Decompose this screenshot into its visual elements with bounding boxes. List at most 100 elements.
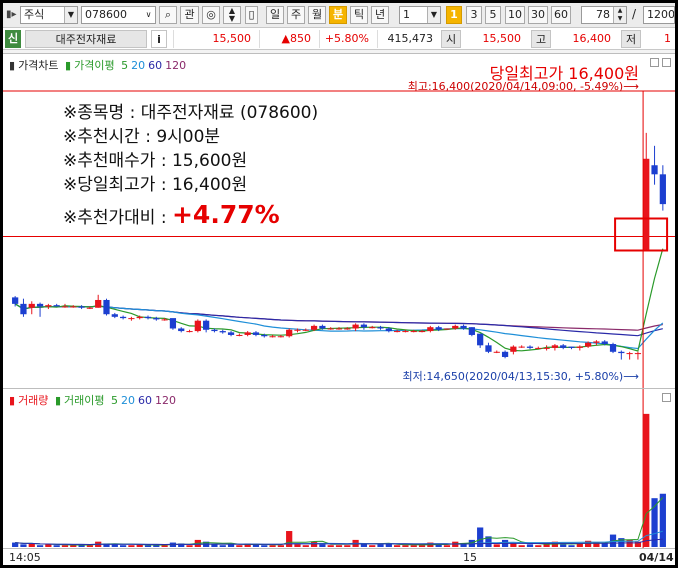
period-tab-day[interactable]: 일: [266, 6, 284, 24]
volume-bar: [327, 545, 334, 547]
stock-name[interactable]: 대주전자재료: [25, 30, 147, 48]
candle-body: [585, 342, 592, 347]
bar-count-input[interactable]: 78 ▲ ▼: [581, 6, 627, 24]
candle-body: [601, 341, 608, 345]
period-tab-minute[interactable]: 분: [329, 6, 347, 24]
chevron-down-icon[interactable]: ▼: [427, 7, 440, 23]
volume-bar: [477, 527, 484, 547]
interval-label: 10: [508, 8, 522, 21]
volume-bar: [153, 545, 160, 547]
candle-body: [385, 328, 392, 332]
legend-marker: ▮: [9, 59, 16, 72]
total-bars-input[interactable]: 1200: [643, 6, 675, 24]
pane-close-icon[interactable]: [662, 393, 671, 402]
price-change: ▲850: [259, 30, 317, 48]
volume-bar: [319, 544, 326, 547]
volume-chart-pane[interactable]: ▮ 거래량 ▮ 거래이평 5 20 60 120: [3, 388, 675, 548]
candle-body: [53, 305, 60, 307]
volume-bar: [20, 544, 27, 547]
interval-button-5[interactable]: 5: [485, 6, 501, 24]
search-button[interactable]: ⌕: [159, 6, 177, 24]
circle-arrows-button[interactable]: ◎: [202, 6, 220, 24]
spin-stepper-icon[interactable]: ▲ ▼: [613, 7, 626, 23]
time-axis-label: 15: [463, 551, 477, 564]
toolbar: ▮▸ 주식 ▼ 078600 ∨ ⌕ 관 ◎ ▲ ▼ ▯ 일 주 월 분 틱 년: [3, 3, 675, 28]
legend-ma-60: 60: [148, 59, 163, 72]
high-price-value: 16,400: [572, 32, 612, 45]
period-tab-tick[interactable]: 틱: [350, 6, 368, 24]
volume-bar: [634, 541, 642, 547]
volume-bar: [261, 545, 268, 547]
circle-arrows-icon: ◎: [206, 8, 216, 21]
price-chart-pane[interactable]: ▮ 가격차트 ▮ 가격이평 5 20 60 120 당일최고가 16,400원 최고:16…: [3, 53, 675, 388]
stock-code-value: 078600: [85, 8, 127, 21]
price-legend: ▮ 가격차트 ▮ 가격이평 5 20 60 120: [9, 57, 189, 73]
candle-body: [153, 318, 160, 320]
chevron-down-icon[interactable]: ▼: [64, 7, 77, 23]
period-tab-year[interactable]: 년: [371, 6, 389, 24]
volume-chart-canvas[interactable]: [3, 389, 675, 548]
pane-minimize-icon[interactable]: [650, 58, 659, 67]
current-price: 15,500: [173, 30, 257, 48]
interval-button-3[interactable]: 3: [466, 6, 482, 24]
volume-bar: [86, 545, 93, 547]
candle-body: [203, 320, 210, 330]
candle-body: [651, 165, 658, 175]
volume-bar: [294, 544, 301, 547]
candle-body: [510, 346, 517, 352]
high-price: 16,400: [553, 30, 617, 48]
interval-select[interactable]: 1 ▼: [399, 6, 441, 24]
period-tab-month[interactable]: 월: [308, 6, 326, 24]
volume-bar: [659, 493, 666, 547]
low-price-value: 1: [664, 32, 671, 45]
market-select[interactable]: 주식 ▼: [20, 6, 78, 24]
candle-body: [144, 316, 152, 319]
info-button[interactable]: i: [151, 30, 167, 48]
stock-code-input[interactable]: 078600 ∨: [81, 6, 156, 24]
candle-body: [410, 331, 417, 333]
volume-bar: [45, 544, 52, 547]
volume-bar: [377, 544, 384, 547]
candle-body: [551, 345, 559, 348]
interval-button-10[interactable]: 10: [505, 6, 525, 24]
candle-body: [119, 316, 127, 319]
pane-close-icon[interactable]: [662, 58, 671, 67]
volume-bar: [70, 545, 77, 547]
period-tab-week[interactable]: 주: [287, 6, 305, 24]
interval-button-1[interactable]: 1: [446, 6, 462, 24]
annotation-stock-name: ※종목명 : 대주전자재료 (078600): [63, 103, 319, 123]
volume-bar: [78, 544, 85, 547]
candle-body: [477, 333, 484, 346]
period-tab-label: 분: [332, 8, 344, 21]
period-tab-label: 일: [269, 8, 281, 21]
candle-body: [344, 328, 351, 330]
stepper-icon: ▲ ▼: [228, 6, 236, 23]
panel-toggle-button[interactable]: ▯: [245, 6, 258, 24]
candle-body: [452, 325, 459, 329]
volume-bar: [568, 545, 575, 547]
chevron-down-icon[interactable]: ∨: [142, 7, 155, 23]
chart-menu-icon[interactable]: ▮▸: [6, 9, 17, 20]
relation-button[interactable]: 관: [180, 6, 199, 24]
interval-button-30[interactable]: 30: [528, 6, 548, 24]
candle-body: [12, 297, 19, 304]
volume-bar: [119, 545, 127, 547]
candle-body: [443, 328, 451, 330]
ma-20-line: [14, 303, 664, 350]
chart-window: ▮▸ 주식 ▼ 078600 ∨ ⌕ 관 ◎ ▲ ▼ ▯ 일 주 월 분 틱 년: [3, 3, 675, 565]
candle-body: [128, 318, 135, 320]
volume-bar: [385, 543, 392, 547]
volume-bar: [136, 544, 143, 547]
price-chart-canvas[interactable]: [3, 54, 675, 388]
candle-body: [352, 324, 359, 329]
interval-button-60[interactable]: 60: [551, 6, 571, 24]
candle-body: [418, 331, 426, 333]
volume-bar: [277, 545, 284, 547]
legend-ma-marker: ▮: [54, 394, 61, 407]
volume-bar: [535, 545, 542, 547]
stepper-button[interactable]: ▲ ▼: [223, 6, 241, 24]
candle-body: [377, 327, 384, 329]
candle-body: [277, 336, 284, 338]
volume-bar: [28, 543, 35, 547]
candle-body: [402, 331, 409, 333]
